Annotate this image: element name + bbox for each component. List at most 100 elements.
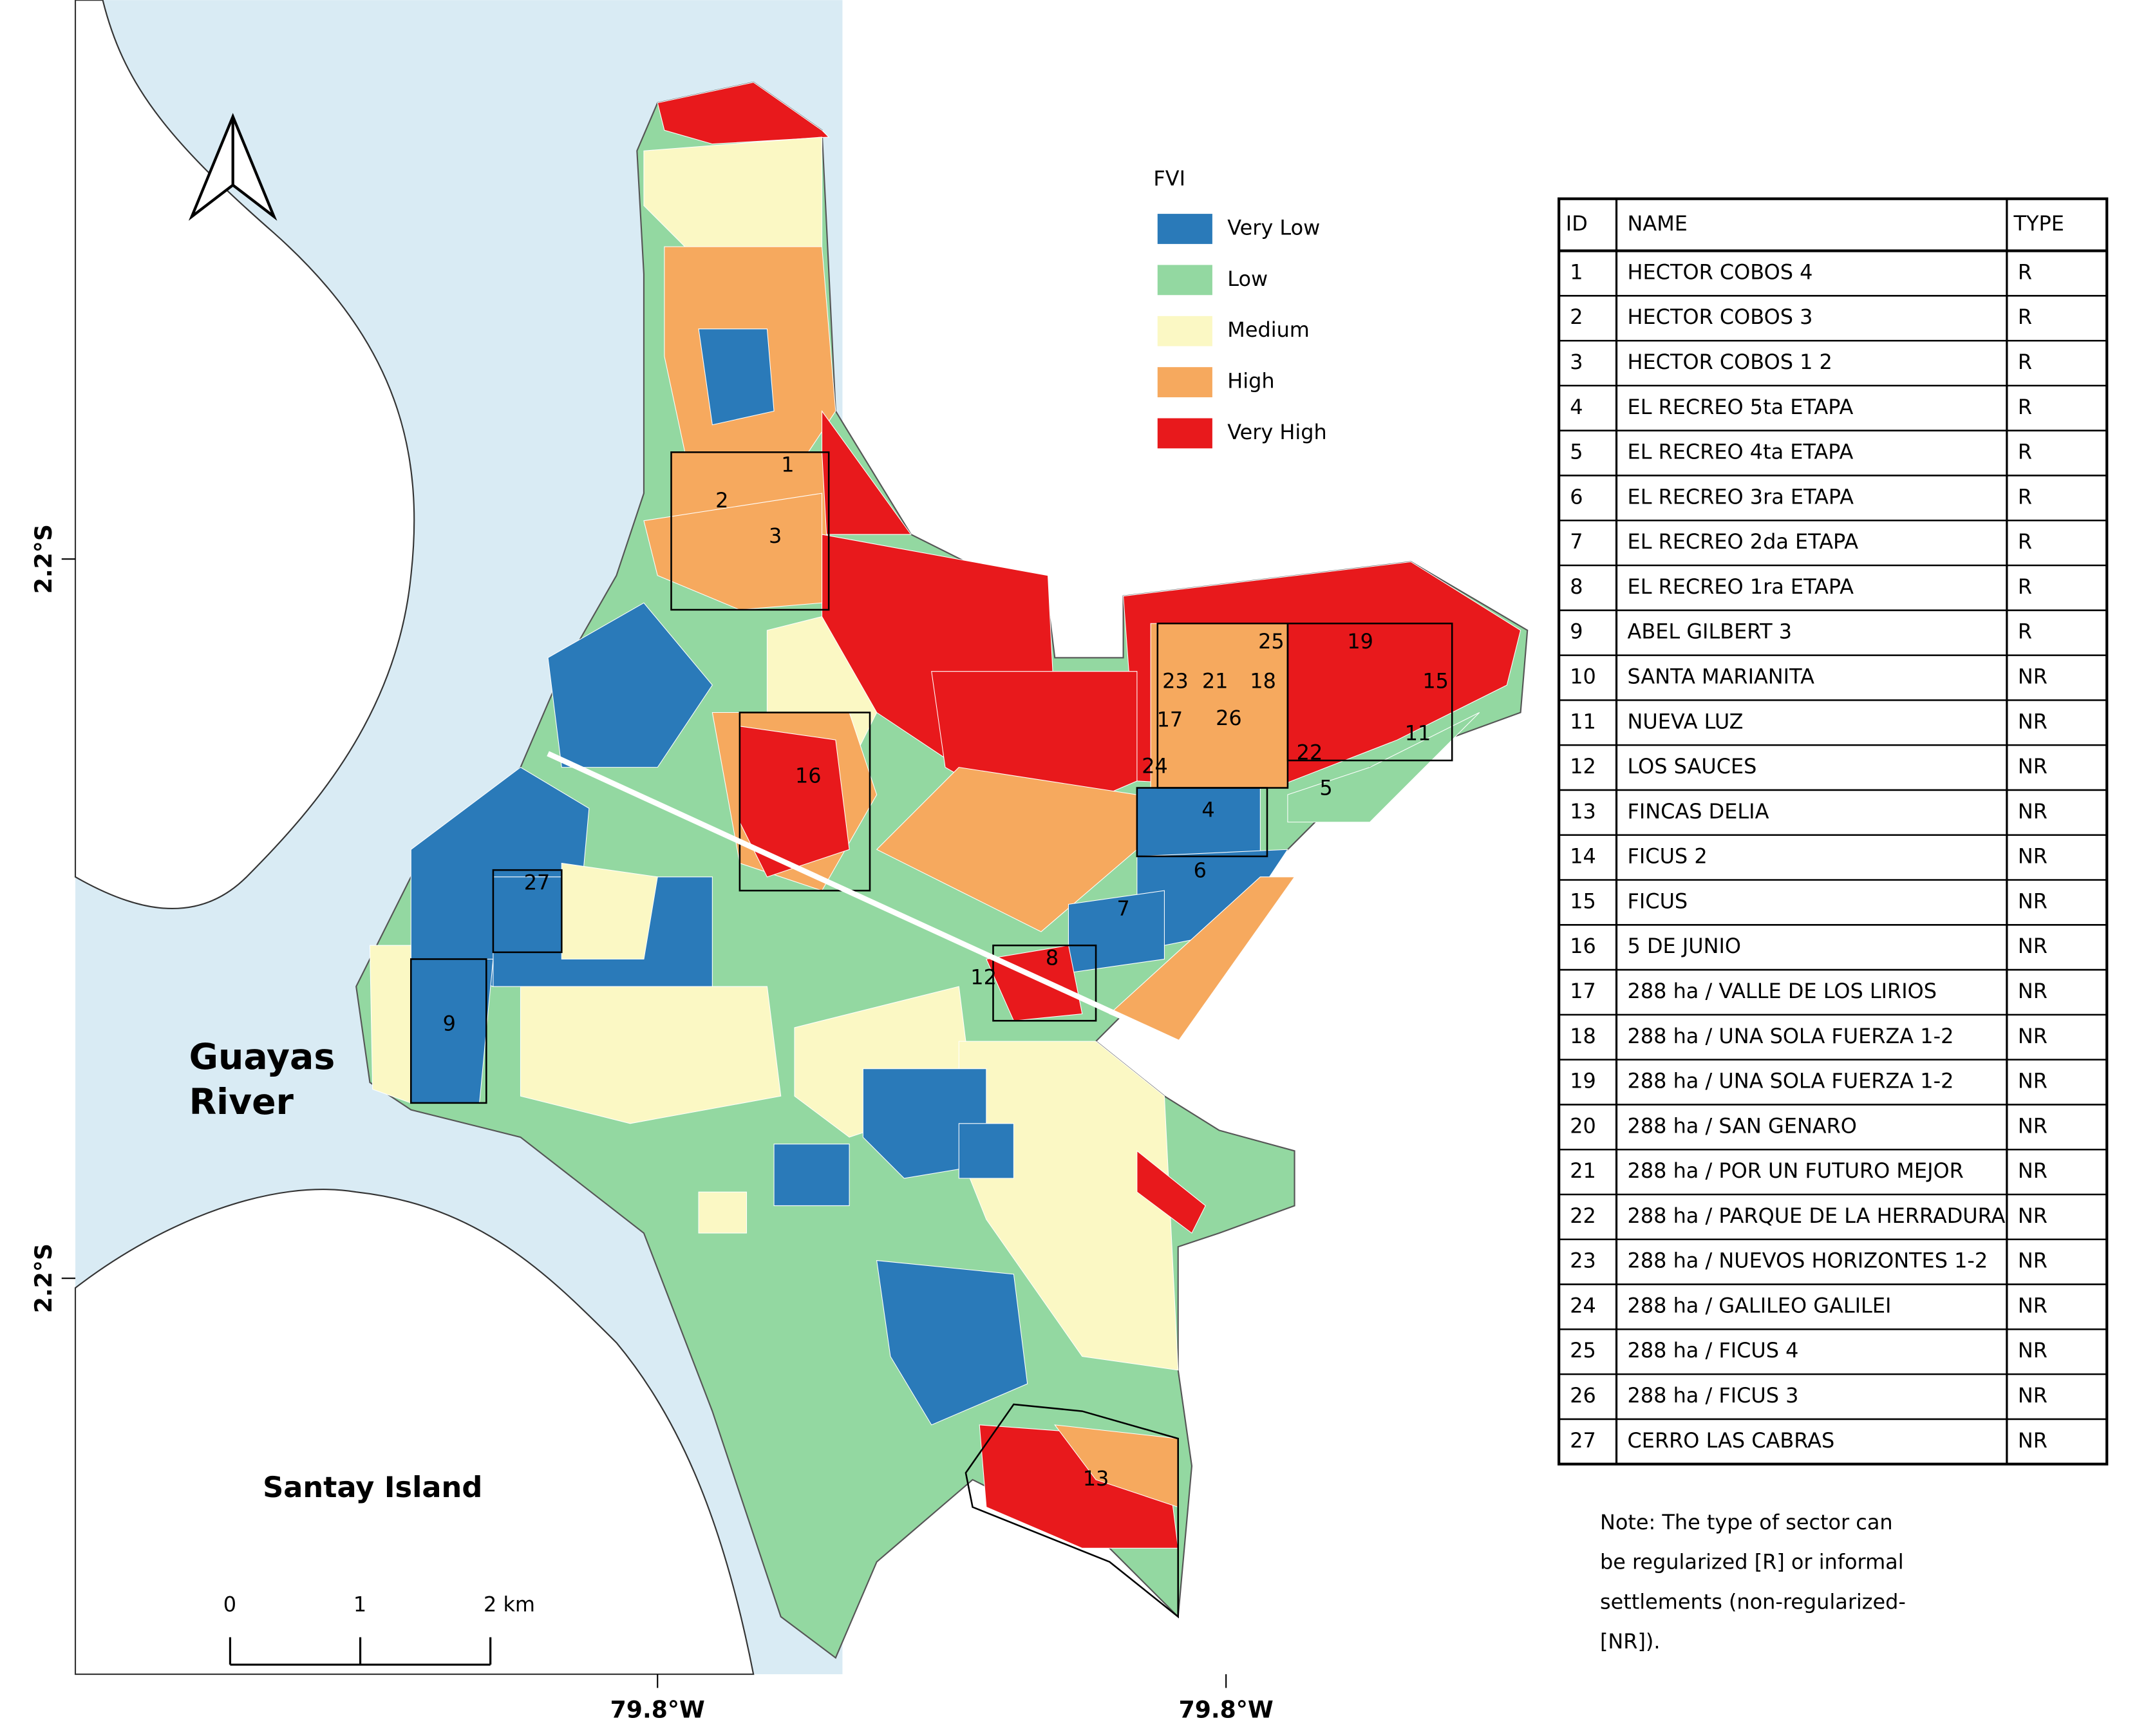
table-cell: 22 [1570, 1203, 1596, 1228]
table-cell: 6 [1570, 484, 1583, 509]
table-cell: NR [2018, 799, 2048, 824]
table-cell: NR [2018, 1024, 2048, 1048]
table-cell: 18 [1570, 1024, 1596, 1048]
table-cell: HECTOR COBOS 3 [1628, 305, 1813, 329]
table-cell: NR [2018, 934, 2048, 958]
table-cell: R [2018, 350, 2032, 374]
table-cell: NR [2018, 1383, 2048, 1408]
table-cell: 288 ha / VALLE DE LOS LIRIOS [1628, 979, 1937, 1003]
table-cell: 288 ha / UNA SOLA FUERZA 1-2 [1628, 1024, 1954, 1048]
lon-label: 79.8°W [610, 1696, 705, 1724]
table-cell: NR [2018, 1158, 2048, 1183]
table-cell: 17 [1570, 979, 1596, 1003]
table-cell: NR [2018, 1293, 2048, 1317]
table-cell: NR [2018, 1113, 2048, 1138]
sector-outline [670, 451, 830, 611]
fvi-zone [876, 1260, 1028, 1426]
table-cell: 5 DE JUNIO [1628, 934, 1741, 958]
fvi-zone [1136, 788, 1261, 857]
table-cell: EL RECREO 5ta ETAPA [1628, 395, 1854, 419]
table-cell: HECTOR COBOS 4 [1628, 259, 1813, 284]
note: Note: The type of sector can be regulariz… [1600, 1510, 1906, 1654]
sector-label: 23 [1162, 669, 1189, 693]
sector-outline [1136, 787, 1268, 858]
table-header: NAME [1628, 211, 1688, 236]
fvi-zone [561, 862, 658, 960]
table-cell: 19 [1570, 1069, 1596, 1093]
legend-swatch [1157, 316, 1212, 346]
legend-swatch [1157, 367, 1212, 397]
table-cell: NR [2018, 844, 2048, 869]
table-cell: 8 [1570, 574, 1583, 599]
table-border [1558, 197, 2109, 1466]
legend: FVI Very Low Low Medium High Very High [1153, 166, 1327, 449]
table-cell: 16 [1570, 934, 1596, 958]
fvi-zone [773, 1144, 850, 1206]
fvi-zone [520, 986, 782, 1124]
sector-outline [992, 944, 1097, 1022]
mainland [355, 81, 1529, 1659]
river-label: Guayas [189, 1037, 335, 1078]
lat-label: 2.2°S [30, 1243, 57, 1313]
table-cell: EL RECREO 4ta ETAPA [1628, 440, 1854, 464]
note-line: Note: The type of sector can [1600, 1510, 1893, 1534]
table-cell: R [2018, 619, 2032, 644]
table-cell: 21 [1570, 1158, 1596, 1183]
sector-label: 7 [1116, 896, 1129, 921]
table-cell: 11 [1570, 709, 1596, 733]
table-cell: 288 ha / FICUS 3 [1628, 1383, 1799, 1408]
fvi-zone [369, 945, 411, 1104]
sector-outline [1286, 622, 1453, 762]
table-cell: NR [2018, 754, 2048, 778]
legend-label: Medium [1227, 317, 1310, 342]
sector-label: 16 [795, 764, 822, 788]
sector-label: 8 [1046, 945, 1059, 970]
table-cell: 288 ha / GALILEO GALILEI [1628, 1293, 1892, 1317]
table-cell: NR [2018, 889, 2048, 913]
table-cell: NR [2018, 1249, 2048, 1273]
fvi-zone [739, 726, 850, 878]
note-line: settlements (non-regularized- [1600, 1589, 1906, 1614]
table-cell: 12 [1570, 754, 1596, 778]
table-cell: EL RECREO 1ra ETAPA [1628, 574, 1854, 599]
table-cell: FINCAS DELIA [1628, 799, 1769, 824]
table-cell: R [2018, 259, 2032, 284]
table-cell: NR [2018, 1069, 2048, 1093]
west-bank [74, 0, 415, 909]
sector-label: 12 [970, 965, 997, 989]
table-cell: 23 [1570, 1249, 1596, 1273]
table-cell: 24 [1570, 1293, 1596, 1317]
table-cell: NR [2018, 664, 2048, 688]
table-cell: 10 [1570, 664, 1596, 688]
scale-label: 0 [223, 1592, 236, 1617]
table-cell: LOS SAUCES [1628, 754, 1757, 778]
note-line: [NR]). [1600, 1629, 1661, 1654]
table-cell: CERRO LAS CABRAS [1628, 1428, 1835, 1453]
legend-label: Very Low [1227, 215, 1320, 240]
table-header: ID [1566, 211, 1588, 236]
fvi-zone [698, 1191, 748, 1234]
table-cell: 288 ha / UNA SOLA FUERZA 1-2 [1628, 1069, 1954, 1093]
table-cell: 288 ha / SAN GENARO [1628, 1113, 1857, 1138]
table-cell: 5 [1570, 440, 1583, 464]
table-cell: 25 [1570, 1338, 1596, 1363]
road [547, 751, 1276, 1112]
table-cell: 27 [1570, 1428, 1596, 1453]
table-cell: 26 [1570, 1383, 1596, 1408]
sector-label: 26 [1216, 706, 1242, 730]
scale-label: 1 [353, 1592, 366, 1617]
legend-swatch [1157, 418, 1212, 449]
sector-label: 2 [715, 488, 728, 513]
legend-label: Low [1227, 267, 1268, 291]
fvi-zone [547, 602, 713, 768]
lat-label: 2.2°S [30, 524, 57, 594]
table-cell: 288 ha / POR UN FUTURO MEJOR [1628, 1158, 1964, 1183]
fvi-zone [643, 493, 823, 610]
sector-label: 25 [1258, 629, 1285, 654]
fvi-zone [657, 82, 830, 145]
fvi-zone [698, 328, 775, 426]
table-cell: NUEVA LUZ [1628, 709, 1744, 733]
table-cell: R [2018, 440, 2032, 464]
table-cell: ABEL GILBERT 3 [1628, 619, 1793, 644]
